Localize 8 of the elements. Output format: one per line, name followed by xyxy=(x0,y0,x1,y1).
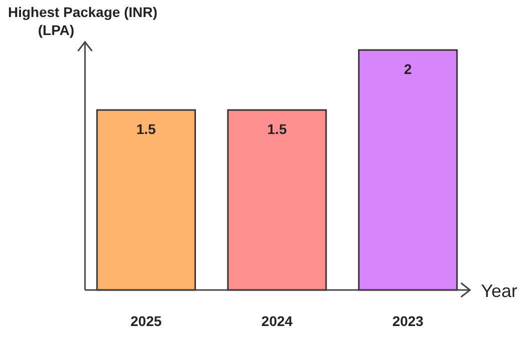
y-axis-title: Highest Package (INR) (LPA) xyxy=(8,4,158,38)
x-tick-label: 2025 xyxy=(130,313,162,329)
x-axis-title: Year xyxy=(481,281,518,301)
data-label: 1.5 xyxy=(267,121,287,137)
x-tick-label: 2024 xyxy=(261,313,293,329)
data-label: 1.5 xyxy=(136,121,156,137)
x-tick-label: 2023 xyxy=(392,313,424,329)
data-label: 2 xyxy=(404,61,412,77)
